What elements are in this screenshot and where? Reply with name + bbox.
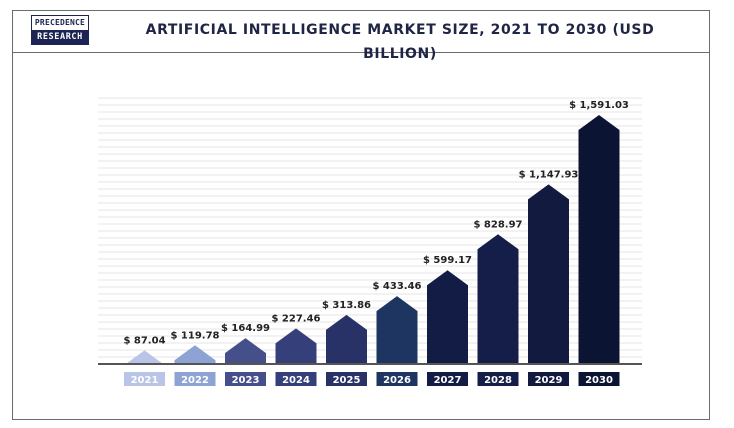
bar-2030 xyxy=(578,115,620,364)
bar-2026 xyxy=(376,296,418,364)
x-tick-label-2029: 2029 xyxy=(535,375,563,386)
x-tick-label-2022: 2022 xyxy=(181,375,209,386)
bar-2025 xyxy=(326,314,367,364)
x-tick-label-2026: 2026 xyxy=(383,375,411,386)
x-tick-label-2030: 2030 xyxy=(585,375,613,386)
x-tick-label-2024: 2024 xyxy=(282,375,310,386)
bar-2024 xyxy=(275,328,317,364)
brand-line-1: PRECEDENCE xyxy=(34,18,86,27)
bar-2028 xyxy=(477,234,519,364)
value-label-2025: $ 313.86 xyxy=(322,300,371,311)
year-tag-2029 xyxy=(528,372,569,386)
value-label-2027: $ 599.17 xyxy=(423,255,472,266)
year-tag-2026 xyxy=(376,372,418,386)
value-label-2024: $ 227.46 xyxy=(271,313,320,324)
bar-2022 xyxy=(174,345,216,364)
year-tag-2028 xyxy=(477,372,519,386)
x-tick-label-2025: 2025 xyxy=(333,375,361,386)
chart-title: ARTIFICIAL INTELLIGENCE MARKET SIZE, 202… xyxy=(145,22,655,62)
year-tag-2025 xyxy=(326,372,367,386)
brand-logo: PRECEDENCE RESEARCH xyxy=(31,15,89,45)
year-tag-2021 xyxy=(124,372,165,386)
value-label-2030: $ 1,591.03 xyxy=(569,100,629,111)
x-tick-labels: 2021 2022 2023 2024 2025 2026 2027 2028 2029 2030 xyxy=(124,372,620,386)
brand-line-2: RESEARCH xyxy=(32,30,88,44)
x-tick-label-2028: 2028 xyxy=(484,375,512,386)
header-divider xyxy=(12,52,710,53)
value-labels: $ 87.04 $ 119.78$ 164.99$ 227.46$ 313.86$… xyxy=(123,100,628,346)
bar-2027 xyxy=(427,270,468,364)
x-tick-label-2021: 2021 xyxy=(131,375,159,386)
x-tick-label-2023: 2023 xyxy=(232,375,260,386)
value-label-2028: $ 828.97 xyxy=(473,219,522,230)
year-tag-2024 xyxy=(275,372,317,386)
value-label-2021: $ 87.04 xyxy=(123,335,165,346)
value-label-2022: $ 119.78 xyxy=(170,330,219,341)
bar-2029 xyxy=(528,184,569,364)
value-label-2029: $ 1,147.93 xyxy=(519,169,579,180)
bars xyxy=(124,115,620,366)
year-tag-2023 xyxy=(225,372,266,386)
bar-2021 xyxy=(124,350,165,366)
year-tag-2030 xyxy=(578,372,620,386)
bar-2023 xyxy=(225,338,266,364)
value-label-2026: $ 433.46 xyxy=(372,281,421,292)
value-label-2023: $ 164.99 xyxy=(221,323,270,334)
year-tag-2022 xyxy=(174,372,216,386)
year-tag-2027 xyxy=(427,372,468,386)
x-tick-label-2027: 2027 xyxy=(434,375,462,386)
